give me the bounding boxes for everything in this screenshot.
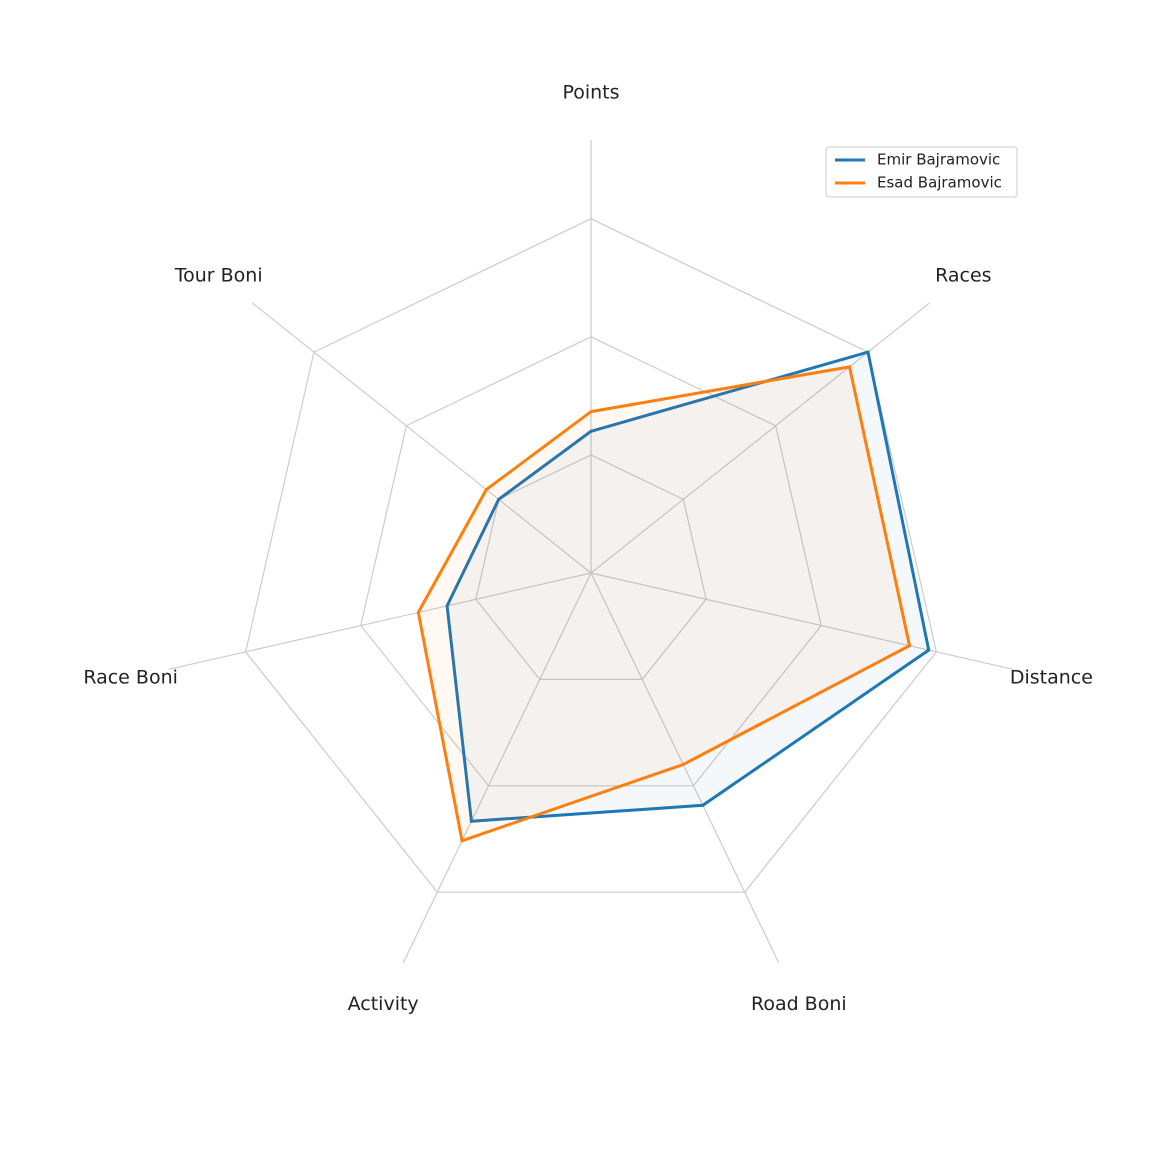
vertex — [866, 350, 870, 354]
legend-label: Emir Bajramovic — [877, 151, 1000, 169]
axis-spoke — [168, 572, 592, 670]
vertex — [927, 648, 931, 652]
vertex — [848, 365, 852, 369]
vertex — [908, 644, 912, 648]
vertex — [589, 410, 593, 414]
axis-label: Race Boni — [83, 667, 178, 689]
axis-label: Points — [562, 82, 619, 104]
legend: Emir Bajramovic Esad Bajramovic — [825, 146, 1018, 198]
axis-spoke — [252, 302, 592, 574]
vertex — [416, 610, 420, 614]
vertex — [445, 604, 449, 608]
legend-frame — [825, 146, 1018, 198]
axis-label: Distance — [1010, 667, 1093, 689]
legend-label: Esad Bajramovic — [877, 174, 1002, 192]
axis-spoke — [590, 572, 780, 964]
axis-label: Activity — [348, 993, 419, 1015]
vertex — [681, 763, 685, 767]
axis-label: Road Boni — [751, 993, 847, 1015]
vertex — [469, 819, 473, 823]
axis-label: Races — [935, 265, 991, 287]
vertex — [497, 497, 501, 501]
series-area — [418, 366, 910, 841]
grid-ring — [475, 454, 707, 680]
axis-spoke — [590, 302, 930, 574]
vertex — [484, 488, 488, 492]
vertex — [589, 429, 593, 433]
axis-label: Tour Boni — [174, 265, 263, 287]
series-line — [445, 350, 931, 823]
vertex — [701, 803, 705, 807]
axis-spoke — [590, 572, 1014, 670]
series-area — [447, 352, 929, 822]
vertex — [460, 839, 464, 843]
grid-ring — [360, 336, 822, 787]
series-line — [416, 365, 912, 843]
axis-spoke — [402, 572, 592, 964]
